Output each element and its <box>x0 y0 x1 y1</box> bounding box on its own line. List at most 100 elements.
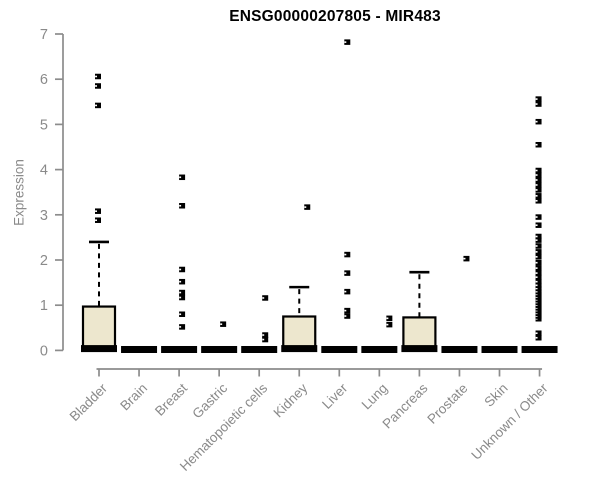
outlier-point <box>386 321 393 328</box>
outlier-point-notch <box>386 317 389 320</box>
median-line <box>521 345 558 353</box>
median-line <box>281 345 318 353</box>
outlier-point-notch <box>535 98 538 100</box>
y-tick-label: 7 <box>40 27 48 43</box>
box-rect <box>282 315 317 351</box>
box-liver <box>321 39 358 353</box>
outlier-point <box>535 177 542 183</box>
outlier-point <box>535 288 542 295</box>
outlier-point <box>344 270 351 276</box>
outlier-point <box>95 102 101 109</box>
x-tick-label: Liver <box>319 380 351 412</box>
median-line <box>481 345 518 353</box>
median-line <box>81 345 117 353</box>
outlier-point-notch <box>344 309 347 312</box>
outlier-point <box>535 237 542 243</box>
outlier-point-notch <box>535 284 538 287</box>
outlier-point <box>95 217 101 223</box>
median-line <box>241 345 278 353</box>
y-tick-label: 3 <box>40 208 48 224</box>
outlier-point-notch <box>344 253 347 256</box>
box-skin <box>481 345 518 353</box>
outlier-point-notch <box>535 174 538 176</box>
x-tick-label: Skin <box>481 381 510 410</box>
outlier-point <box>535 254 542 260</box>
outlier-point-notch <box>179 313 182 316</box>
x-tick-label: Kidney <box>271 380 311 420</box>
outlier-point-notch <box>262 338 265 341</box>
outlier-point <box>535 270 542 276</box>
outlier-point-notch <box>535 272 538 274</box>
outlier-point-notch <box>304 206 307 208</box>
y-tick-label: 1 <box>40 298 48 314</box>
outlier-point-notch <box>535 189 538 191</box>
box-hematopoietic-cells <box>241 295 278 353</box>
outlier-point-notch <box>535 184 538 186</box>
outlier-point <box>535 187 542 193</box>
median-line <box>201 345 238 353</box>
outlier-point-notch <box>179 326 182 328</box>
outlier-point-notch <box>535 332 538 335</box>
outlier-point <box>262 295 269 301</box>
outlier-point-notch <box>535 224 538 226</box>
outlier-point <box>463 255 470 262</box>
outlier-point <box>179 278 186 285</box>
median-line <box>441 345 478 353</box>
outlier-point <box>535 278 542 285</box>
outlier-point <box>220 321 227 327</box>
median-line <box>321 345 358 353</box>
outlier-point-notch <box>220 323 223 325</box>
box-lung <box>361 315 398 353</box>
outlier-point <box>344 39 351 45</box>
outlier-point <box>179 324 186 330</box>
y-tick-label: 2 <box>40 253 48 269</box>
outlier-point-notch <box>535 143 538 146</box>
outlier-point-notch <box>344 272 347 274</box>
outlier-point-notch <box>463 257 466 260</box>
outlier-point <box>95 73 101 80</box>
outlier-point <box>262 332 269 338</box>
outlier-point <box>179 174 186 181</box>
outlier-point-notch <box>179 268 182 271</box>
outlier-point <box>535 282 542 289</box>
outlier-point-notch <box>535 261 538 264</box>
outlier-point <box>535 259 542 266</box>
outlier-point-notch <box>535 120 538 123</box>
outlier-point-notch <box>535 179 538 181</box>
x-tick-label: Bladder <box>67 380 111 424</box>
outlier-point <box>535 265 542 271</box>
outlier-point <box>535 167 542 174</box>
outlier-point <box>535 182 542 188</box>
outlier-point-notch <box>535 276 538 278</box>
box-gastric <box>201 321 238 353</box>
outlier-point <box>535 101 542 107</box>
outlier-point-notch <box>386 323 389 326</box>
outlier-point-notch <box>535 287 538 290</box>
outlier-point <box>344 251 351 258</box>
outlier-point-notch <box>179 204 182 207</box>
outlier-point <box>535 330 542 336</box>
y-tick-label: 5 <box>40 117 48 133</box>
outlier-point-notch <box>535 103 538 105</box>
outlier-point-notch <box>344 315 347 317</box>
outlier-point <box>179 266 186 273</box>
outlier-point-notch <box>535 290 538 293</box>
box-kidney <box>281 204 318 353</box>
outlier-point-notch <box>95 85 97 87</box>
outlier-point <box>344 288 351 295</box>
outlier-point <box>535 141 542 148</box>
box-rect <box>81 305 117 351</box>
outlier-point <box>535 233 542 240</box>
median-line <box>121 345 158 353</box>
outlier-point <box>95 83 101 89</box>
box-pancreas <box>401 270 438 353</box>
outlier-point-notch <box>535 199 538 202</box>
outlier-point-notch <box>95 104 97 107</box>
box-bladder <box>81 73 117 353</box>
outlier-point <box>535 249 542 255</box>
outlier-point-notch <box>95 210 97 212</box>
outlier-point-notch <box>535 267 538 269</box>
outlier-point <box>179 289 186 296</box>
